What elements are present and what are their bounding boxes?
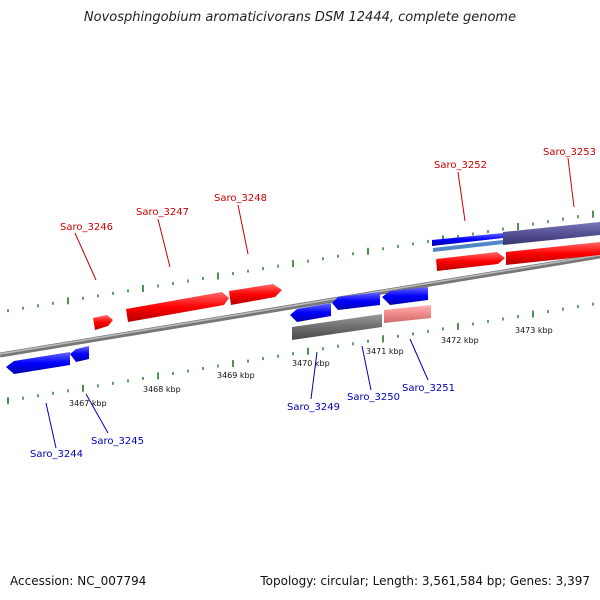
gene-arrow-saro-3249[interactable]	[290, 303, 331, 322]
gene-arrow-saro-3244[interactable]	[6, 352, 70, 374]
leader-line	[361, 345, 372, 391]
gene-label-saro-3250[interactable]: Saro_3250	[347, 392, 400, 403]
leader-line	[409, 338, 429, 381]
gene-arrow-saro-3253-a[interactable]	[503, 222, 600, 245]
genome-backbone	[0, 253, 600, 358]
kbp-label: 3467 kbp	[69, 399, 107, 408]
forward-gene-labels: Saro_3246 Saro_3247 Saro_3248 Saro_3252 …	[60, 147, 596, 281]
kbp-label: 3469 kbp	[217, 371, 255, 380]
reverse-gene-arrows	[6, 287, 431, 374]
gene-block-grey[interactable]	[292, 314, 382, 340]
leader-line	[237, 204, 249, 255]
leader-line	[85, 393, 109, 434]
gene-arrow-saro-3252-b[interactable]	[433, 240, 503, 252]
leader-line	[157, 218, 171, 268]
gene-label-saro-3246[interactable]: Saro_3246	[60, 222, 113, 233]
leader-line	[74, 232, 97, 281]
forward-gene-arrows	[93, 222, 600, 330]
forward-strand-ticks	[7, 210, 594, 313]
leader-line	[310, 351, 318, 400]
map-title: Novosphingobium aromaticivorans DSM 1244…	[83, 10, 517, 25]
gene-label-saro-3251[interactable]: Saro_3251	[402, 383, 455, 394]
reverse-gene-labels: Saro_3244 Saro_3245 Saro_3249 Saro_3250 …	[30, 338, 455, 460]
gene-arrow-saro-3245[interactable]	[70, 346, 89, 362]
gene-arrow-saro-3250[interactable]	[332, 292, 380, 310]
kbp-label: 3470 kbp	[292, 359, 330, 368]
leader-line	[45, 402, 57, 449]
gene-arrow-saro-3246[interactable]	[93, 315, 113, 330]
gene-arrow-saro-3252-c[interactable]	[436, 252, 505, 271]
kbp-scale: 3467 kbp 3468 kbp 3469 kbp 3470 kbp 3471…	[69, 326, 553, 408]
gene-label-saro-3248[interactable]: Saro_3248	[214, 193, 267, 204]
leader-line	[567, 157, 575, 208]
gene-label-saro-3249[interactable]: Saro_3249	[287, 402, 340, 413]
gene-label-saro-3253[interactable]: Saro_3253	[543, 147, 596, 158]
gene-label-saro-3252[interactable]: Saro_3252	[434, 160, 487, 171]
kbp-label: 3473 kbp	[515, 326, 553, 335]
gene-block-pink[interactable]	[384, 305, 431, 323]
gene-label-saro-3245[interactable]: Saro_3245	[91, 436, 144, 447]
gene-arrow-saro-3252-a[interactable]	[432, 233, 503, 246]
gene-label-saro-3247[interactable]: Saro_3247	[136, 207, 189, 218]
gene-arrow-saro-3251[interactable]	[382, 287, 428, 305]
kbp-label: 3468 kbp	[143, 385, 181, 394]
accession-label: Accession: NC_007794	[10, 574, 147, 588]
gene-arrow-saro-3253-b[interactable]	[506, 242, 600, 265]
genome-backbone-highlight	[0, 254, 600, 355]
gene-label-saro-3244[interactable]: Saro_3244	[30, 449, 83, 460]
genome-stats-label: Topology: circular; Length: 3,561,584 bp…	[260, 574, 590, 588]
reverse-strand-ticks	[7, 302, 594, 405]
leader-line	[457, 171, 466, 222]
gene-arrow-saro-3248[interactable]	[229, 284, 282, 305]
kbp-label: 3471 kbp	[366, 347, 404, 356]
kbp-label: 3472 kbp	[441, 336, 479, 345]
gene-arrow-saro-3247[interactable]	[126, 292, 229, 322]
